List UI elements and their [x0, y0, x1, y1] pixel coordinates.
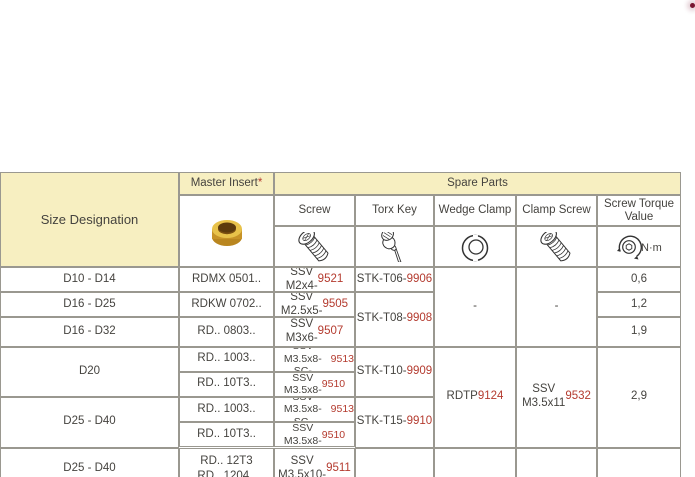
- svg-text:N·m: N·m: [641, 242, 662, 254]
